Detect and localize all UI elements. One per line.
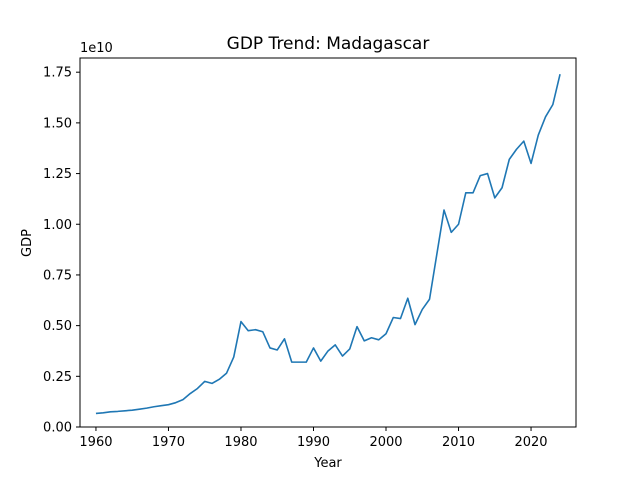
y-tick-label: 0.00 [43, 421, 72, 436]
x-tick-label: 2010 [442, 435, 475, 450]
y-tick-label: 1.75 [43, 66, 72, 81]
series-layer [95, 74, 561, 415]
x-tick-label: 1970 [152, 435, 185, 450]
y-tick-label: 1.50 [43, 116, 72, 131]
y-axis-ticks: 0.00 0.25 0.50 0.75 1.00 1.25 1.50 1.75 [43, 66, 80, 436]
y-tick-label: 1.00 [43, 218, 72, 233]
y-offset-label: 1e10 [80, 41, 113, 56]
x-axis-label: Year [313, 456, 342, 471]
x-axis-ticks: 1960 1970 1980 1990 2000 2010 2020 [79, 427, 548, 450]
gdp-series-line [95, 74, 561, 415]
x-tick-label: 2020 [514, 435, 547, 450]
plot-frame [79, 57, 577, 428]
y-tick-label: 0.25 [43, 370, 72, 385]
y-tick-label: 1.25 [43, 167, 72, 182]
y-tick-label: 0.75 [43, 268, 72, 283]
x-tick-label: 2000 [369, 435, 402, 450]
x-tick-label: 1980 [224, 435, 257, 450]
y-axis-label: GDP [20, 229, 35, 257]
x-tick-label: 1990 [297, 435, 330, 450]
x-tick-label: 1960 [79, 435, 112, 450]
y-tick-label: 0.50 [43, 319, 72, 334]
chart-title: GDP Trend: Madagascar [227, 34, 430, 54]
